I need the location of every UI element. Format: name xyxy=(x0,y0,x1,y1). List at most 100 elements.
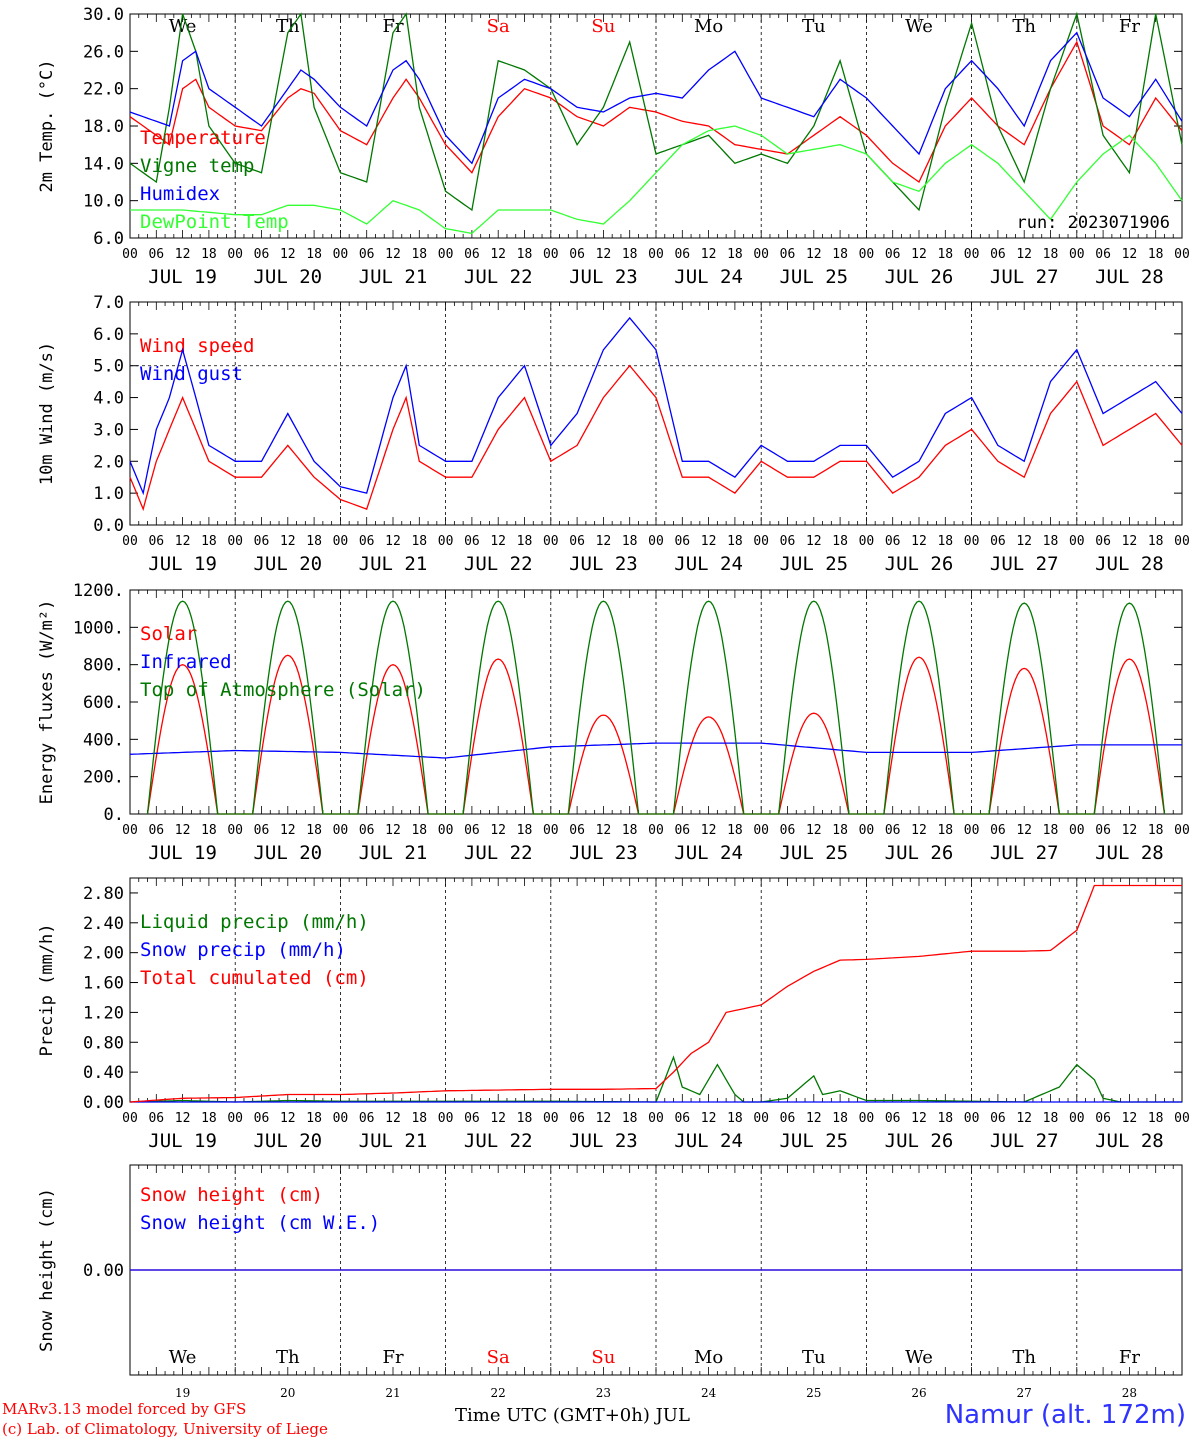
date-label: JUL 21 xyxy=(359,1130,428,1152)
hour-label: 18 xyxy=(622,823,638,838)
day-number: 28 xyxy=(1122,1386,1137,1400)
hour-label: 00 xyxy=(227,247,243,262)
weekday-label: Su xyxy=(591,16,615,37)
date-label: JUL 20 xyxy=(253,1130,322,1152)
hour-label: 00 xyxy=(438,823,454,838)
y-tick-label: 4.0 xyxy=(93,389,124,409)
y-tick-label: 800. xyxy=(83,656,124,676)
hour-label: 06 xyxy=(569,534,585,549)
hour-label: 18 xyxy=(517,1111,533,1126)
hour-label: 00 xyxy=(1174,247,1190,262)
hour-label: 00 xyxy=(543,823,559,838)
y-axis-label: Energy fluxes (W/m²) xyxy=(37,600,57,805)
hour-label: 06 xyxy=(990,823,1006,838)
hour-label: 06 xyxy=(780,1111,796,1126)
legend-entry: Vigne temp xyxy=(140,155,254,177)
hour-label: 12 xyxy=(911,823,927,838)
hour-label: 06 xyxy=(359,247,375,262)
hour-label: 18 xyxy=(411,1111,427,1126)
day-number: 26 xyxy=(911,1386,926,1400)
hour-label: 06 xyxy=(569,823,585,838)
y-axis-label: Precip (mm/h) xyxy=(37,923,57,1056)
hour-label: 06 xyxy=(990,534,1006,549)
weekday-label: Mo xyxy=(694,16,723,37)
legend-entry: Infrared xyxy=(140,651,232,673)
y-tick-label: 1200. xyxy=(73,581,124,601)
series-line-3-3 xyxy=(146,600,1166,815)
hour-label: 00 xyxy=(1069,534,1085,549)
hour-label: 12 xyxy=(1016,534,1032,549)
day-number: 23 xyxy=(596,1386,611,1400)
hour-label: 06 xyxy=(254,534,270,549)
hour-label: 06 xyxy=(1095,823,1111,838)
legend-entry: Solar xyxy=(140,623,197,645)
date-label: JUL 19 xyxy=(148,842,217,864)
legend-entry: Top of Atmosphere (Solar) xyxy=(140,679,426,701)
y-tick-label: 3.0 xyxy=(93,420,124,440)
hour-label: 06 xyxy=(464,534,480,549)
hour-label: 12 xyxy=(175,247,191,262)
y-axis-label: 10m Wind (m/s) xyxy=(37,342,57,485)
hour-label: 18 xyxy=(201,534,217,549)
y-tick-label: 6.0 xyxy=(93,229,124,249)
hour-label: 12 xyxy=(280,534,296,549)
hour-label: 12 xyxy=(701,534,717,549)
hour-label: 12 xyxy=(1016,823,1032,838)
station-label: Namur (alt. 172m) xyxy=(944,1400,1186,1430)
hour-label: 00 xyxy=(964,534,980,549)
hour-label: 06 xyxy=(674,247,690,262)
hour-label: 12 xyxy=(1122,1111,1138,1126)
y-tick-label: 0.00 xyxy=(83,1261,124,1281)
hour-label: 12 xyxy=(280,247,296,262)
y-tick-label: 1.0 xyxy=(93,484,124,504)
hour-label: 12 xyxy=(596,1111,612,1126)
hour-label: 18 xyxy=(832,534,848,549)
date-label: JUL 23 xyxy=(569,842,638,864)
panel-frame-3 xyxy=(129,589,1183,815)
hour-label: 18 xyxy=(1043,534,1059,549)
hour-label: 12 xyxy=(1016,1111,1032,1126)
hour-label: 00 xyxy=(859,247,875,262)
hour-label: 18 xyxy=(517,247,533,262)
hour-label: 06 xyxy=(254,247,270,262)
y-tick-label: 2.80 xyxy=(83,884,124,904)
date-label: JUL 28 xyxy=(1095,553,1164,575)
legend-entry: Snow precip (mm/h) xyxy=(140,939,346,961)
hour-label: 12 xyxy=(596,823,612,838)
hour-label: 12 xyxy=(280,1111,296,1126)
hour-label: 06 xyxy=(885,823,901,838)
y-tick-label: 2.0 xyxy=(93,452,124,472)
date-label: JUL 26 xyxy=(885,266,954,288)
date-label: JUL 23 xyxy=(569,553,638,575)
y-tick-label: 10.0 xyxy=(83,192,124,212)
series-line-1-1 xyxy=(129,40,1183,183)
hour-label: 18 xyxy=(201,1111,217,1126)
series-line-1-3 xyxy=(129,31,1183,165)
hour-label: 00 xyxy=(122,1111,138,1126)
hour-label: 12 xyxy=(1016,247,1032,262)
y-tick-label: 0. xyxy=(104,805,124,825)
y-tick-label: 0.00 xyxy=(83,1093,124,1113)
hour-label: 00 xyxy=(648,534,664,549)
date-label: JUL 22 xyxy=(464,842,533,864)
hour-label: 12 xyxy=(911,1111,927,1126)
day-number: 20 xyxy=(280,1386,295,1400)
hour-label: 12 xyxy=(385,823,401,838)
hour-label: 06 xyxy=(990,1111,1006,1126)
date-label: JUL 25 xyxy=(779,842,848,864)
hour-label: 18 xyxy=(622,247,638,262)
series-line-4-3 xyxy=(129,884,1182,1103)
hour-label: 18 xyxy=(832,1111,848,1126)
y-tick-label: 14.0 xyxy=(83,154,124,174)
hour-label: 06 xyxy=(1095,534,1111,549)
weekday-label: We xyxy=(905,1347,933,1368)
hour-label: 00 xyxy=(1174,534,1190,549)
y-tick-label: 0.80 xyxy=(83,1033,124,1053)
hour-label: 18 xyxy=(1148,823,1164,838)
hour-label: 12 xyxy=(806,247,822,262)
hour-label: 00 xyxy=(753,247,769,262)
hour-label: 12 xyxy=(806,823,822,838)
y-tick-label: 18.0 xyxy=(83,117,124,137)
hour-label: 06 xyxy=(1095,247,1111,262)
hour-label: 18 xyxy=(622,1111,638,1126)
